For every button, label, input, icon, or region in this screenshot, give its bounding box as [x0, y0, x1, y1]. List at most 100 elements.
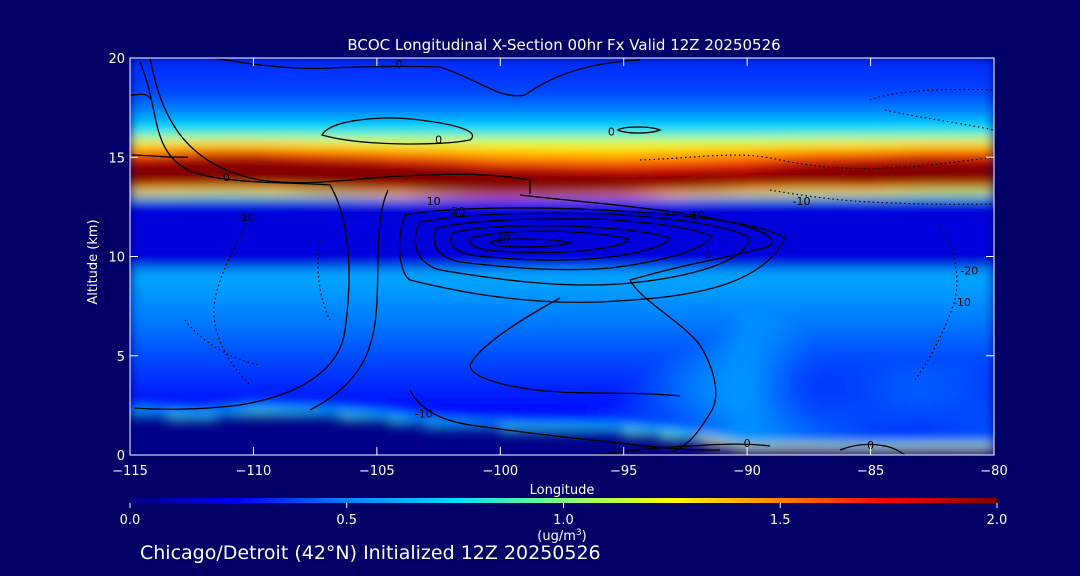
heatmap-cell	[215, 244, 230, 250]
heatmap-cell	[265, 291, 279, 297]
heatmap-cell	[746, 216, 760, 222]
heatmap-cell	[944, 232, 958, 238]
heatmap-cell	[376, 240, 390, 246]
heatmap-cell	[981, 263, 994, 269]
heatmap-cell	[845, 196, 859, 202]
heatmap-cell	[610, 299, 625, 305]
heatmap-cell	[178, 299, 193, 305]
heatmap-cell	[240, 311, 254, 317]
heatmap-cell	[944, 259, 958, 265]
heatmap-cell	[475, 160, 489, 166]
heatmap-cell	[944, 422, 958, 428]
heatmap-cell	[512, 200, 526, 206]
heatmap-cell	[709, 327, 723, 333]
heatmap-cell	[215, 410, 230, 416]
heatmap-cell	[697, 339, 711, 345]
heatmap-cell	[536, 390, 551, 396]
heatmap-cell	[857, 359, 872, 365]
heatmap-cell	[499, 279, 514, 285]
heatmap-cell	[191, 339, 205, 345]
heatmap-cell	[450, 176, 464, 182]
heatmap-cell	[758, 244, 773, 250]
heatmap-cell	[734, 212, 748, 218]
heatmap-cell	[339, 375, 353, 381]
heatmap-cell	[981, 168, 994, 174]
heatmap-cell	[561, 271, 575, 277]
heatmap-cell	[919, 216, 933, 222]
heatmap-cell	[758, 390, 773, 396]
heatmap-cell	[215, 152, 230, 158]
heatmap-cell	[796, 279, 810, 285]
heatmap-cell	[833, 240, 847, 246]
heatmap-cell	[265, 387, 279, 392]
heatmap-cell	[697, 252, 711, 257]
heatmap-cell	[968, 319, 983, 325]
heatmap-cell	[981, 331, 994, 337]
heatmap-cell	[487, 371, 501, 377]
heatmap-cell	[721, 335, 736, 341]
heatmap-cell	[549, 414, 563, 420]
heatmap-cell	[660, 240, 674, 246]
heatmap-cell	[573, 371, 588, 377]
heatmap-cell	[462, 148, 477, 154]
heatmap-cell	[894, 446, 909, 452]
heatmap-cell	[647, 307, 662, 313]
heatmap-cell	[746, 418, 760, 424]
heatmap-cell	[598, 394, 612, 400]
heatmap-cell	[166, 252, 180, 257]
heatmap-cell	[141, 303, 156, 309]
heatmap-cell	[487, 307, 501, 313]
heatmap-cell	[746, 430, 760, 436]
heatmap-cell	[561, 418, 575, 424]
heatmap-cell	[326, 406, 341, 412]
heatmap-cell	[845, 410, 859, 416]
heatmap-cell	[351, 259, 366, 265]
heatmap-cell	[240, 263, 254, 269]
heatmap-cell	[709, 244, 723, 250]
heatmap-cell	[475, 263, 489, 269]
heatmap-cell	[438, 220, 452, 226]
heatmap-cell	[796, 271, 810, 277]
heatmap-cell	[857, 434, 872, 440]
heatmap-cell	[364, 248, 378, 254]
heatmap-cell	[944, 430, 958, 436]
heatmap-cell	[351, 383, 366, 389]
heatmap-cell	[450, 172, 464, 178]
heatmap-cell	[265, 410, 279, 416]
heatmap-cell	[697, 220, 711, 226]
heatmap-cell	[820, 156, 835, 162]
heatmap-cell	[660, 383, 674, 389]
heatmap-cell	[314, 367, 328, 373]
heatmap-cell	[684, 406, 699, 412]
heatmap-cell	[203, 275, 217, 281]
heatmap-cell	[672, 236, 686, 242]
heatmap-cell	[931, 192, 946, 198]
heatmap-cell	[462, 244, 477, 250]
heatmap-cell	[697, 200, 711, 206]
heatmap-cell	[623, 367, 637, 373]
heatmap-cell	[697, 256, 711, 261]
heatmap-cell	[783, 359, 798, 365]
heatmap-cell	[635, 426, 649, 432]
heatmap-cell	[870, 319, 884, 325]
heatmap-cell	[499, 240, 514, 246]
heatmap-cell	[130, 160, 143, 166]
heatmap-cell	[635, 160, 649, 166]
heatmap-cell	[919, 398, 933, 404]
heatmap-cell	[573, 283, 588, 289]
heatmap-cell	[450, 216, 464, 222]
heatmap-cell	[931, 287, 946, 293]
heatmap-cell	[376, 307, 390, 313]
heatmap-cell	[623, 394, 637, 400]
heatmap-cell	[944, 379, 958, 385]
heatmap-cell	[215, 390, 230, 396]
heatmap-cell	[289, 311, 304, 317]
heatmap-cell	[289, 371, 304, 377]
heatmap-cell	[981, 236, 994, 242]
heatmap-cell	[289, 275, 304, 281]
heatmap-cell	[586, 184, 600, 190]
heatmap-cell	[697, 311, 711, 317]
heatmap-cell	[647, 160, 662, 166]
heatmap-cell	[536, 267, 551, 273]
heatmap-cell	[981, 327, 994, 333]
